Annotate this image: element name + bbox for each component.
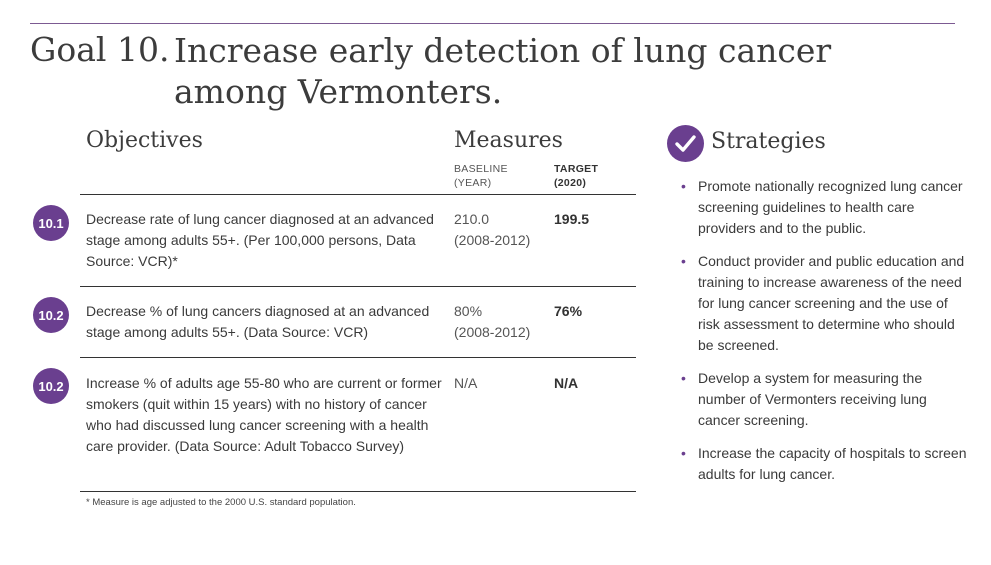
strategy-text: Increase the capacity of hospitals to sc… (698, 445, 967, 482)
strategy-text: Develop a system for measuring the numbe… (698, 370, 927, 428)
strategy-item: • Develop a system for measuring the num… (681, 368, 971, 431)
baseline-header-line2: (YEAR) (454, 177, 492, 189)
objective-number-badge: 10.2 (33, 368, 69, 404)
table-header-divider (80, 194, 636, 195)
bullet-icon: • (681, 445, 686, 461)
target-value: 199.5 (554, 211, 590, 227)
strategy-text: Conduct provider and public education an… (698, 253, 965, 353)
objective-number-badge: 10.1 (33, 205, 69, 241)
table-bottom-divider (80, 491, 636, 492)
baseline-column-header: BASELINE (YEAR) (454, 162, 508, 190)
baseline-year: (2008-2012) (454, 324, 531, 340)
strategy-item: • Conduct provider and public education … (681, 251, 971, 356)
target-value: 76% (554, 303, 583, 319)
strategy-item: • Promote nationally recognized lung can… (681, 176, 971, 239)
baseline-value: 80% (454, 303, 483, 319)
objective-text: Decrease % of lung cancers diagnosed at … (86, 303, 430, 340)
objectives-heading: Objectives (86, 128, 203, 153)
bullet-icon: • (681, 253, 686, 269)
baseline-value: N/A (454, 375, 478, 391)
baseline-year: (2008-2012) (454, 232, 531, 248)
objective-text: Increase % of adults age 55-80 who are c… (86, 375, 442, 454)
target-header-line1: TARGET (554, 163, 599, 175)
baseline-cell: 80% (2008-2012) (454, 301, 552, 343)
baseline-header-line1: BASELINE (454, 163, 508, 175)
objective-number-badge: 10.2 (33, 297, 69, 333)
strategies-list: • Promote nationally recognized lung can… (681, 176, 971, 497)
objective-text: Decrease rate of lung cancer diagnosed a… (86, 211, 434, 269)
strategy-item: • Increase the capacity of hospitals to … (681, 443, 971, 485)
table-footnote: * Measure is age adjusted to the 2000 U.… (86, 497, 356, 508)
top-divider (30, 23, 955, 24)
check-circle-icon (667, 125, 704, 162)
baseline-value: 210.0 (454, 211, 490, 227)
table-row-divider (80, 357, 636, 358)
target-column-header: TARGET (2020) (554, 162, 598, 190)
bullet-icon: • (681, 178, 686, 194)
target-header-line2: (2020) (554, 177, 587, 189)
measures-heading: Measures (454, 128, 563, 153)
baseline-cell: N/A (454, 373, 552, 394)
goal-label: Goal 10. (30, 30, 170, 69)
baseline-cell: 210.0 (2008-2012) (454, 209, 552, 251)
goal-title: Increase early detection of lung cancer … (174, 31, 832, 111)
strategy-text: Promote nationally recognized lung cance… (698, 178, 963, 236)
strategies-heading: Strategies (711, 129, 826, 154)
table-row-divider (80, 286, 636, 287)
bullet-icon: • (681, 370, 686, 386)
target-value: N/A (554, 375, 579, 391)
